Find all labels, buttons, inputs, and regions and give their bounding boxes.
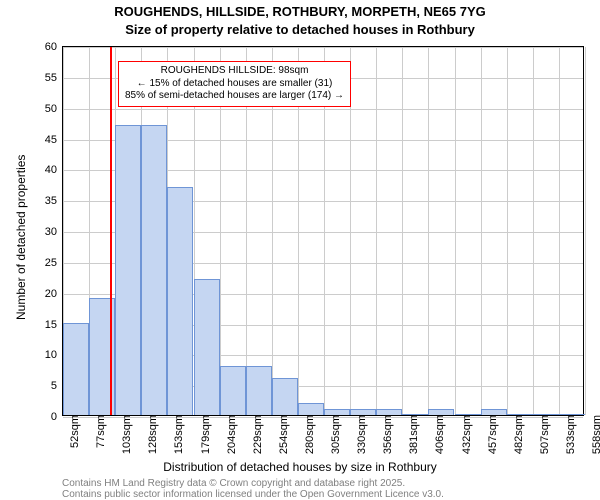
gridline-v <box>376 47 377 415</box>
histogram-bar <box>246 366 272 415</box>
x-tick-label: 356sqm <box>376 415 394 454</box>
annotation-box: ROUGHENDS HILLSIDE: 98sqm← 15% of detach… <box>118 61 351 107</box>
histogram-bar <box>507 414 533 415</box>
x-tick-label: 204sqm <box>220 415 238 454</box>
histogram-bar <box>298 403 324 415</box>
y-tick-label: 55 <box>45 72 63 84</box>
histogram-bar <box>533 414 559 415</box>
histogram-bar <box>481 409 507 415</box>
x-tick-label: 305sqm <box>324 415 342 454</box>
gridline-v <box>507 47 508 415</box>
histogram-bar <box>455 414 481 415</box>
x-tick-label: 153sqm <box>167 415 185 454</box>
y-tick-label: 45 <box>45 134 63 146</box>
y-tick-label: 50 <box>45 103 63 115</box>
histogram-bar <box>428 409 454 415</box>
chart-title-2: Size of property relative to detached ho… <box>0 22 600 37</box>
histogram-bar <box>324 409 350 415</box>
x-tick-label: 482sqm <box>507 415 525 454</box>
chart-title-1: ROUGHENDS, HILLSIDE, ROTHBURY, MORPETH, … <box>0 4 600 19</box>
x-tick-label: 457sqm <box>481 415 499 454</box>
x-tick-label: 381sqm <box>402 415 420 454</box>
y-tick-label: 25 <box>45 257 63 269</box>
histogram-bar <box>63 323 89 416</box>
gridline-v <box>481 47 482 415</box>
gridline-v <box>402 47 403 415</box>
annotation-line: 85% of semi-detached houses are larger (… <box>125 90 344 103</box>
x-axis-label: Distribution of detached houses by size … <box>0 460 600 474</box>
x-tick-label: 179sqm <box>194 415 212 454</box>
y-tick-label: 60 <box>45 41 63 53</box>
histogram-bar <box>220 366 246 415</box>
x-tick-label: 558sqm <box>585 415 600 454</box>
x-tick-label: 254sqm <box>272 415 290 454</box>
footer-line-2: Contains public sector information licen… <box>62 489 444 500</box>
histogram-bar <box>115 125 141 415</box>
plot-area: 05101520253035404550556052sqm77sqm103sqm… <box>62 46 584 416</box>
x-tick-label: 507sqm <box>533 415 551 454</box>
y-tick-label: 0 <box>51 411 63 423</box>
gridline-v <box>428 47 429 415</box>
footer-line-1: Contains HM Land Registry data © Crown c… <box>62 478 405 489</box>
gridline-v <box>559 47 560 415</box>
gridline-v <box>455 47 456 415</box>
x-tick-label: 128sqm <box>141 415 159 454</box>
annotation-line: ← 15% of detached houses are smaller (31… <box>125 78 344 91</box>
histogram-bar <box>402 414 428 415</box>
x-tick-label: 229sqm <box>246 415 264 454</box>
histogram-bar <box>272 378 298 415</box>
y-tick-label: 30 <box>45 226 63 238</box>
x-tick-label: 77sqm <box>89 415 107 448</box>
gridline-v <box>585 47 586 415</box>
y-axis-label: Number of detached properties <box>14 155 28 320</box>
y-tick-label: 20 <box>45 288 63 300</box>
histogram-chart: ROUGHENDS, HILLSIDE, ROTHBURY, MORPETH, … <box>0 0 600 500</box>
annotation-line: ROUGHENDS HILLSIDE: 98sqm <box>125 65 344 78</box>
gridline-v <box>533 47 534 415</box>
reference-line <box>110 47 112 415</box>
x-tick-label: 330sqm <box>350 415 368 454</box>
x-tick-label: 432sqm <box>455 415 473 454</box>
x-tick-label: 406sqm <box>428 415 446 454</box>
histogram-bar <box>194 279 220 415</box>
x-tick-label: 52sqm <box>63 415 81 448</box>
x-tick-label: 533sqm <box>559 415 577 454</box>
y-tick-label: 35 <box>45 195 63 207</box>
y-tick-label: 5 <box>51 380 63 392</box>
histogram-bar <box>559 414 585 415</box>
y-tick-label: 40 <box>45 164 63 176</box>
y-tick-label: 10 <box>45 349 63 361</box>
x-tick-label: 280sqm <box>298 415 316 454</box>
histogram-bar <box>350 409 376 415</box>
x-tick-label: 103sqm <box>115 415 133 454</box>
histogram-bar <box>376 409 402 415</box>
y-tick-label: 15 <box>45 319 63 331</box>
histogram-bar <box>141 125 167 415</box>
histogram-bar <box>167 187 193 415</box>
